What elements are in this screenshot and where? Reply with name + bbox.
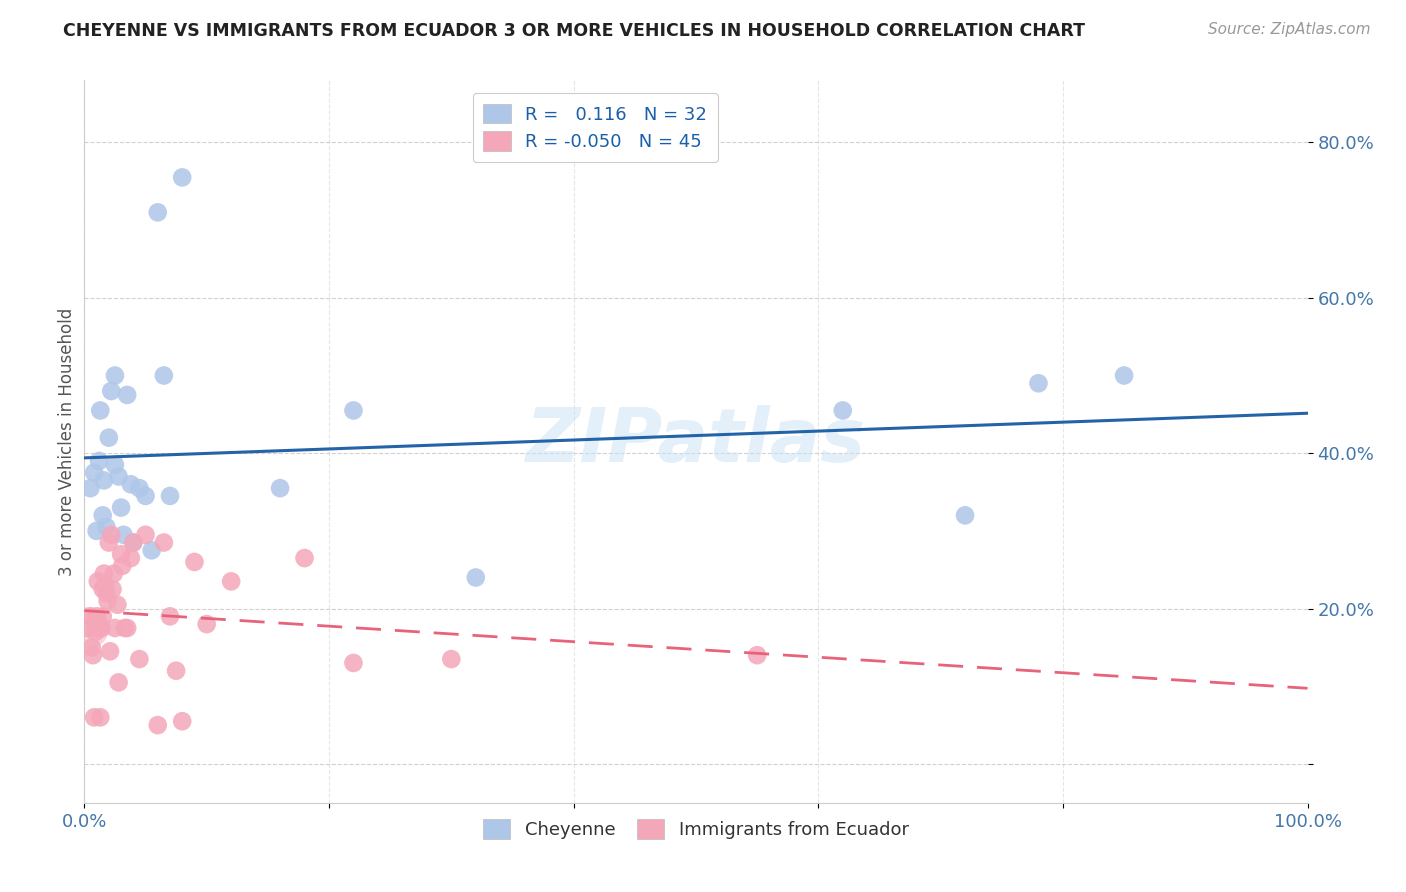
Text: ZIPatlas: ZIPatlas — [526, 405, 866, 478]
Point — [104, 368, 127, 383]
Point — [159, 489, 181, 503]
Point — [135, 528, 157, 542]
Point — [77, 621, 100, 635]
Point — [114, 621, 136, 635]
Point — [79, 481, 101, 495]
Point — [110, 547, 132, 561]
Point — [1114, 368, 1136, 383]
Point — [165, 664, 187, 678]
Point — [831, 403, 853, 417]
Point — [86, 524, 108, 538]
Point — [141, 543, 163, 558]
Point — [89, 403, 111, 417]
Point — [110, 500, 132, 515]
Point — [96, 520, 118, 534]
Point — [91, 508, 114, 523]
Point — [120, 551, 142, 566]
Point — [97, 431, 120, 445]
Point — [83, 710, 105, 724]
Point — [953, 508, 976, 523]
Point — [342, 656, 364, 670]
Point — [122, 535, 145, 549]
Point — [100, 384, 122, 398]
Point — [90, 621, 112, 635]
Point — [1028, 376, 1050, 391]
Point — [464, 570, 486, 584]
Point — [195, 617, 218, 632]
Point — [96, 586, 118, 600]
Point — [94, 578, 117, 592]
Point — [128, 652, 150, 666]
Point — [107, 469, 129, 483]
Point — [219, 574, 242, 589]
Point — [120, 477, 142, 491]
Point — [87, 574, 110, 589]
Point — [115, 621, 138, 635]
Point — [122, 535, 145, 549]
Point — [103, 566, 125, 581]
Point — [440, 652, 463, 666]
Point — [107, 675, 129, 690]
Point — [128, 481, 150, 495]
Point — [269, 481, 291, 495]
Point — [146, 205, 169, 219]
Point — [104, 621, 127, 635]
Point — [100, 528, 122, 542]
Text: CHEYENNE VS IMMIGRANTS FROM ECUADOR 3 OR MORE VEHICLES IN HOUSEHOLD CORRELATION : CHEYENNE VS IMMIGRANTS FROM ECUADOR 3 OR… — [63, 22, 1085, 40]
Point — [91, 582, 114, 596]
Point — [93, 566, 115, 581]
Point — [97, 594, 120, 608]
Point — [115, 388, 138, 402]
Point — [172, 714, 194, 729]
Point — [98, 644, 121, 658]
Point — [77, 621, 100, 635]
Y-axis label: 3 or more Vehicles in Household: 3 or more Vehicles in Household — [58, 308, 76, 575]
Point — [153, 368, 176, 383]
Point — [84, 624, 107, 639]
Point — [172, 170, 194, 185]
Point — [80, 640, 103, 655]
Point — [183, 555, 205, 569]
Text: Source: ZipAtlas.com: Source: ZipAtlas.com — [1208, 22, 1371, 37]
Point — [146, 718, 169, 732]
Point — [87, 454, 110, 468]
Point — [112, 528, 135, 542]
Point — [747, 648, 769, 663]
Point — [93, 474, 115, 488]
Point — [87, 621, 110, 635]
Point — [83, 466, 105, 480]
Point — [159, 609, 181, 624]
Point — [111, 558, 134, 573]
Point — [135, 489, 157, 503]
Point — [89, 710, 111, 724]
Legend: Cheyenne, Immigrants from Ecuador: Cheyenne, Immigrants from Ecuador — [474, 810, 918, 848]
Point — [294, 551, 316, 566]
Point — [86, 609, 108, 624]
Point — [105, 598, 128, 612]
Point — [101, 582, 124, 596]
Point — [153, 535, 176, 549]
Point — [82, 648, 104, 663]
Point — [342, 403, 364, 417]
Point — [104, 458, 127, 472]
Point — [91, 609, 114, 624]
Point — [97, 535, 120, 549]
Point — [79, 609, 101, 624]
